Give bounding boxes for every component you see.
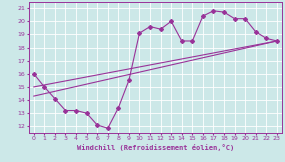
X-axis label: Windchill (Refroidissement éolien,°C): Windchill (Refroidissement éolien,°C) [77,144,234,151]
